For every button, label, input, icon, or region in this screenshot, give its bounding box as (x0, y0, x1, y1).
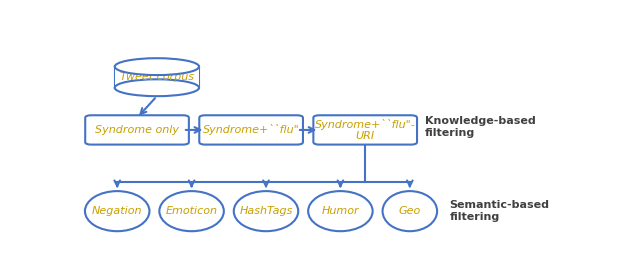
FancyBboxPatch shape (199, 115, 303, 145)
Text: Humor: Humor (321, 206, 359, 216)
Text: HashTags: HashTags (239, 206, 292, 216)
Text: Knowledge-based
filtering: Knowledge-based filtering (425, 116, 536, 138)
Ellipse shape (115, 79, 199, 96)
Text: Tweet corpus: Tweet corpus (120, 72, 194, 82)
Ellipse shape (234, 191, 298, 231)
Ellipse shape (115, 58, 199, 75)
FancyBboxPatch shape (115, 67, 198, 88)
Text: Semantic-based
filtering: Semantic-based filtering (449, 200, 550, 222)
Text: Syndrome+``flu"-
URI: Syndrome+``flu"- URI (315, 119, 415, 141)
Ellipse shape (383, 191, 437, 231)
FancyBboxPatch shape (314, 115, 417, 145)
FancyBboxPatch shape (115, 88, 199, 96)
Text: Emoticon: Emoticon (166, 206, 218, 216)
Text: Syndrome+``flu": Syndrome+``flu" (203, 124, 300, 135)
Ellipse shape (159, 191, 224, 231)
Text: Geo: Geo (399, 206, 421, 216)
Ellipse shape (85, 191, 150, 231)
FancyBboxPatch shape (85, 115, 189, 145)
Text: Negation: Negation (92, 206, 143, 216)
Text: Syndrome only: Syndrome only (95, 125, 179, 135)
FancyBboxPatch shape (115, 67, 199, 88)
Ellipse shape (308, 191, 372, 231)
